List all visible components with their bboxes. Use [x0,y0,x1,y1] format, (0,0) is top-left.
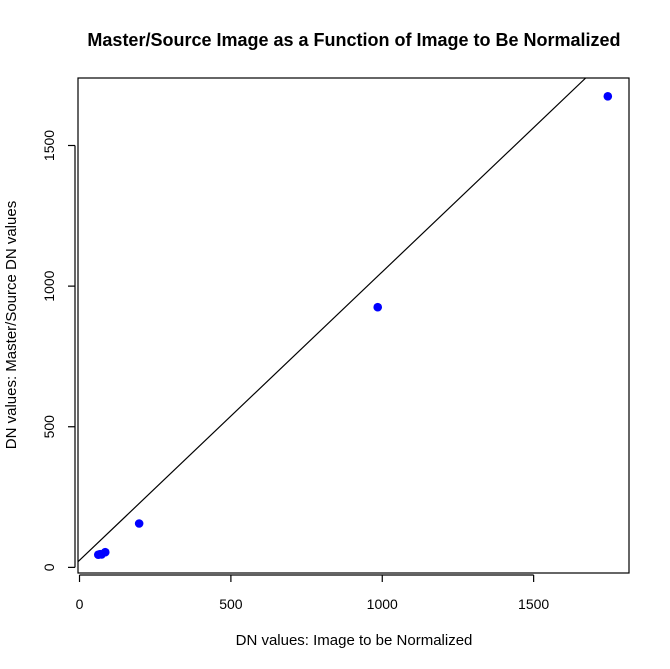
x-axis: 0 500 1000 1500 [76,574,549,612]
y-tick-label: 500 [41,415,57,439]
x-axis-label: DN values: Image to be Normalized [236,632,473,649]
y-tick-label: 0 [41,563,57,571]
y-tick-label: 1500 [41,130,57,161]
y-axis: 0 500 1000 1500 [41,130,76,571]
data-point [100,547,110,557]
reference-line [78,78,587,563]
data-point [603,91,613,101]
plot-area [77,77,630,574]
y-axis-label: DN values: Master/Source DN values [3,201,20,449]
x-tick-label: 0 [76,596,84,612]
chart-title: Master/Source Image as a Function of Ima… [87,30,620,50]
x-tick-label: 1000 [367,596,398,612]
y-tick-label: 1000 [41,270,57,301]
plot-frame [77,77,630,574]
data-point [134,519,144,528]
data-point [373,302,383,312]
x-tick-label: 1500 [518,596,549,612]
x-tick-label: 500 [219,596,243,612]
